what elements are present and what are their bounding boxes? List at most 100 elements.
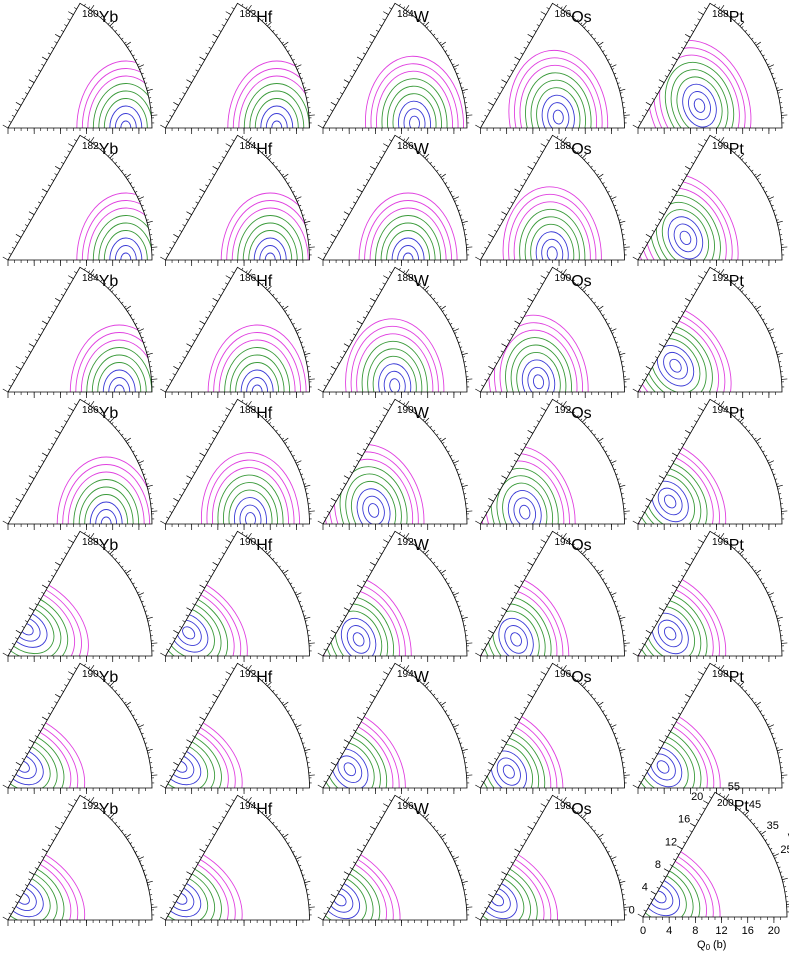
contour [165, 747, 202, 786]
r-tick [41, 848, 48, 853]
gamma-tick [308, 378, 315, 380]
r-tick [225, 407, 232, 411]
minor-tick [224, 414, 228, 417]
contour [657, 487, 683, 516]
minor-tick [576, 19, 579, 22]
gamma-tick [267, 285, 272, 291]
minor-tick [751, 433, 754, 436]
r-tick [54, 826, 61, 830]
minor-tick [388, 403, 392, 406]
nuclide-label: 188Pt [712, 9, 744, 27]
minor-tick [284, 573, 287, 576]
minor-tick [241, 795, 244, 799]
minor-tick [708, 796, 712, 799]
minor-tick [118, 561, 121, 564]
r-tick [54, 34, 61, 38]
minor-tick [703, 667, 707, 670]
contour [638, 460, 708, 524]
r-tick [475, 124, 481, 129]
minor-tick [323, 648, 327, 651]
r-tick [186, 343, 192, 347]
minor-tick [744, 557, 747, 560]
r-tick [212, 562, 219, 566]
minor-tick [439, 173, 442, 176]
minor-tick [375, 161, 379, 164]
contour [200, 452, 300, 524]
panel: 190Hf [160, 530, 315, 662]
element: Os [571, 405, 591, 422]
minor-tick [92, 669, 95, 672]
minor-tick [343, 350, 347, 353]
contour [351, 480, 397, 524]
minor-tick [257, 147, 260, 150]
gamma-tick [739, 417, 745, 423]
minor-tick [388, 667, 392, 670]
minor-tick [272, 821, 275, 824]
minor-tick [568, 144, 571, 147]
gamma-tick [440, 701, 446, 706]
minor-tick [326, 510, 330, 513]
minor-tick [765, 719, 768, 721]
panel: 194Hf [160, 794, 315, 926]
nuclide-label: 186W [397, 141, 430, 159]
minor-tick [450, 59, 453, 61]
panel: 184Hf [160, 134, 315, 266]
minor-tick [172, 769, 176, 772]
minor-tick [294, 459, 298, 462]
contour [8, 854, 72, 920]
r-tick [671, 584, 678, 589]
minor-tick [67, 810, 71, 813]
minor-tick [205, 712, 209, 715]
minor-tick [776, 615, 779, 617]
minor-tick [100, 807, 103, 810]
minor-tick [583, 686, 586, 689]
minor-tick [107, 286, 110, 289]
minor-tick [433, 693, 436, 696]
minor-tick [100, 543, 103, 546]
minor-tick [645, 769, 648, 772]
wedge-frame [164, 530, 310, 657]
minor-tick [572, 675, 575, 678]
minor-tick [762, 186, 765, 189]
minor-tick [444, 842, 448, 844]
minor-tick [510, 861, 514, 864]
minor-tick [51, 178, 54, 181]
minor-tick [458, 737, 461, 740]
mass-number: 194 [555, 537, 572, 548]
minor-tick [107, 418, 110, 421]
gamma-tick [760, 830, 766, 835]
minor-tick [618, 87, 622, 89]
contour [75, 332, 152, 392]
r-tick [698, 275, 704, 279]
gamma-tick [781, 114, 788, 116]
minor-tick [731, 801, 734, 804]
contour-minimum [663, 626, 677, 641]
minor-tick [769, 332, 772, 334]
minor-tick [456, 204, 459, 207]
gamma-tick [295, 196, 302, 200]
minor-tick [447, 714, 450, 717]
minor-tick [294, 195, 298, 198]
gamma-tick [283, 305, 289, 310]
wedge-frame [637, 398, 783, 525]
minor-tick [536, 816, 540, 819]
minor-tick [447, 582, 450, 585]
r-tick [684, 694, 691, 698]
minor-tick [602, 314, 605, 316]
r-tick [488, 102, 494, 106]
contour [510, 344, 567, 392]
minor-tick [51, 310, 54, 313]
minor-tick [352, 201, 356, 204]
minor-tick [620, 620, 623, 622]
minor-tick [241, 663, 244, 667]
contour-minimum [264, 252, 276, 260]
minor-tick [179, 361, 183, 364]
element: Yb [99, 801, 119, 818]
contour [81, 200, 152, 260]
minor-tick [185, 86, 189, 89]
minor-tick [771, 468, 774, 471]
minor-tick [121, 301, 124, 304]
gamma-tick [782, 877, 788, 881]
minor-tick [609, 723, 613, 726]
mass-number: 182 [82, 141, 99, 152]
